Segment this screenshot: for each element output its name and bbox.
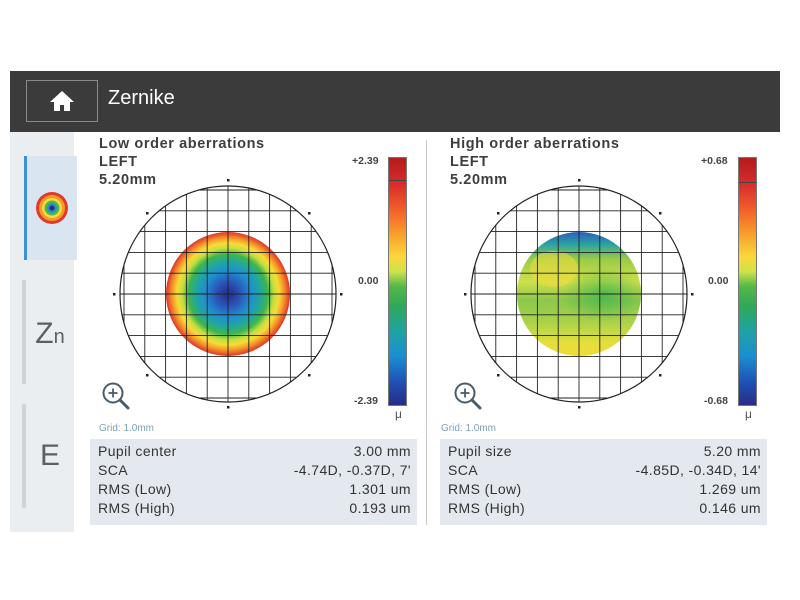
- sidebar-separator: [22, 404, 26, 508]
- sidebar: Zn E: [10, 132, 77, 532]
- info-row: RMS (High) 0.193 um: [98, 500, 411, 516]
- pupil-size-label: 5.20mm: [450, 172, 508, 188]
- panel-divider: [426, 140, 427, 525]
- tab-map[interactable]: [24, 156, 77, 260]
- aberration-map: [464, 179, 694, 409]
- grid-note: Grid: 1.0mm: [99, 423, 155, 434]
- info-row: RMS (Low) 1.301 um: [98, 481, 411, 497]
- info-box: Pupil size 5.20 mm SCA -4.85D, -0.34D, 14'…: [440, 439, 767, 525]
- scale-unit: μ: [745, 407, 752, 421]
- tab-e[interactable]: E: [26, 404, 74, 508]
- grid-note: Grid: 1.0mm: [441, 423, 497, 434]
- color-scale-bar: [738, 157, 757, 406]
- scale-marker: [389, 180, 406, 181]
- pupil-size-label: 5.20mm: [99, 172, 157, 188]
- sidebar-separator: [22, 280, 26, 384]
- page-title: Zernike: [108, 87, 175, 109]
- eye-label: LEFT: [99, 154, 138, 170]
- high-order-panel: High order aberrations LEFT 5.20mm: [440, 132, 786, 532]
- scale-mid-label: 0.00: [358, 275, 379, 287]
- header-bar: Zernike: [10, 71, 780, 132]
- info-row: RMS (Low) 1.269 um: [448, 481, 761, 497]
- info-row: Pupil size 5.20 mm: [448, 443, 761, 459]
- panel-title: Low order aberrations: [99, 136, 265, 152]
- info-box: Pupil center 3.00 mm SCA -4.74D, -0.37D, 7…: [90, 439, 417, 525]
- home-button[interactable]: [26, 80, 98, 122]
- zoom-in-icon[interactable]: [453, 381, 483, 411]
- scale-marker: [739, 182, 756, 183]
- home-icon: [50, 91, 74, 111]
- target-map-icon: [36, 192, 68, 224]
- tab-zernike-label: Zn: [35, 317, 65, 350]
- zoom-in-icon[interactable]: [101, 381, 131, 411]
- color-scale-bar: [388, 157, 407, 406]
- tab-zernike[interactable]: Zn: [26, 282, 74, 386]
- panel-title: High order aberrations: [450, 136, 620, 152]
- scale-max-label: +2.39: [352, 155, 379, 167]
- info-row: Pupil center 3.00 mm: [98, 443, 411, 459]
- eye-label: LEFT: [450, 154, 489, 170]
- tab-e-label: E: [39, 439, 60, 472]
- aberration-map: [113, 179, 343, 409]
- info-row: SCA -4.74D, -0.37D, 7': [98, 462, 411, 478]
- scale-min-label: -0.68: [704, 395, 728, 407]
- info-row: RMS (High) 0.146 um: [448, 500, 761, 516]
- scale-min-label: -2.39: [354, 395, 378, 407]
- info-row: SCA -4.85D, -0.34D, 14': [448, 462, 761, 478]
- scale-unit: μ: [395, 407, 402, 421]
- low-order-panel: Low order aberrations LEFT 5.20mm: [90, 132, 435, 532]
- scale-max-label: +0.68: [701, 155, 728, 167]
- scale-mid-label: 0.00: [708, 275, 729, 287]
